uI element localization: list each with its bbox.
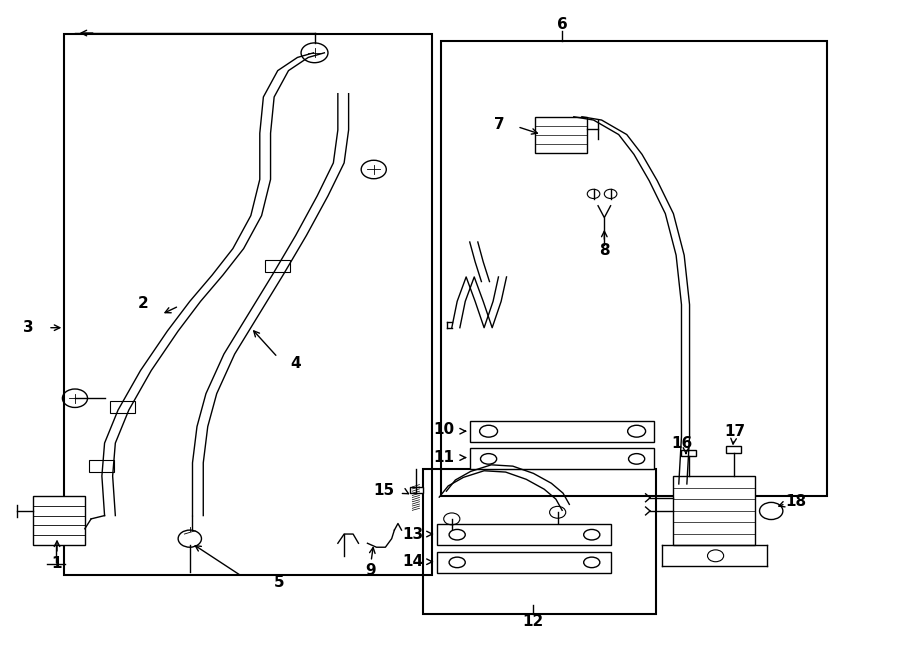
Bar [110,401,135,412]
Bar [64,34,432,575]
Text: 1: 1 [52,555,62,571]
Text: 14: 14 [402,554,423,569]
Text: 6: 6 [557,17,568,32]
Text: 12: 12 [522,614,544,628]
Text: 8: 8 [599,243,609,258]
Bar [436,552,611,573]
Text: 15: 15 [374,483,394,498]
Text: 17: 17 [724,424,746,439]
Bar [441,41,827,496]
Text: 7: 7 [494,117,505,132]
Text: 11: 11 [434,450,454,465]
Bar [423,469,656,614]
Text: 13: 13 [402,526,423,542]
Bar [436,524,611,545]
Bar [681,449,696,456]
Bar [536,117,588,153]
Bar [32,496,85,545]
Text: 3: 3 [23,320,33,335]
Bar [726,446,741,453]
Bar [410,487,423,493]
Text: 2: 2 [138,296,148,311]
Text: 9: 9 [365,563,376,578]
Text: 16: 16 [670,436,692,451]
Text: 10: 10 [434,422,454,438]
Text: 18: 18 [785,494,806,508]
Bar [672,476,755,545]
Bar [266,260,291,272]
Bar [470,448,653,469]
Text: 4: 4 [291,356,301,371]
Bar [89,460,114,472]
Bar [470,420,653,442]
Text: 5: 5 [274,575,284,591]
